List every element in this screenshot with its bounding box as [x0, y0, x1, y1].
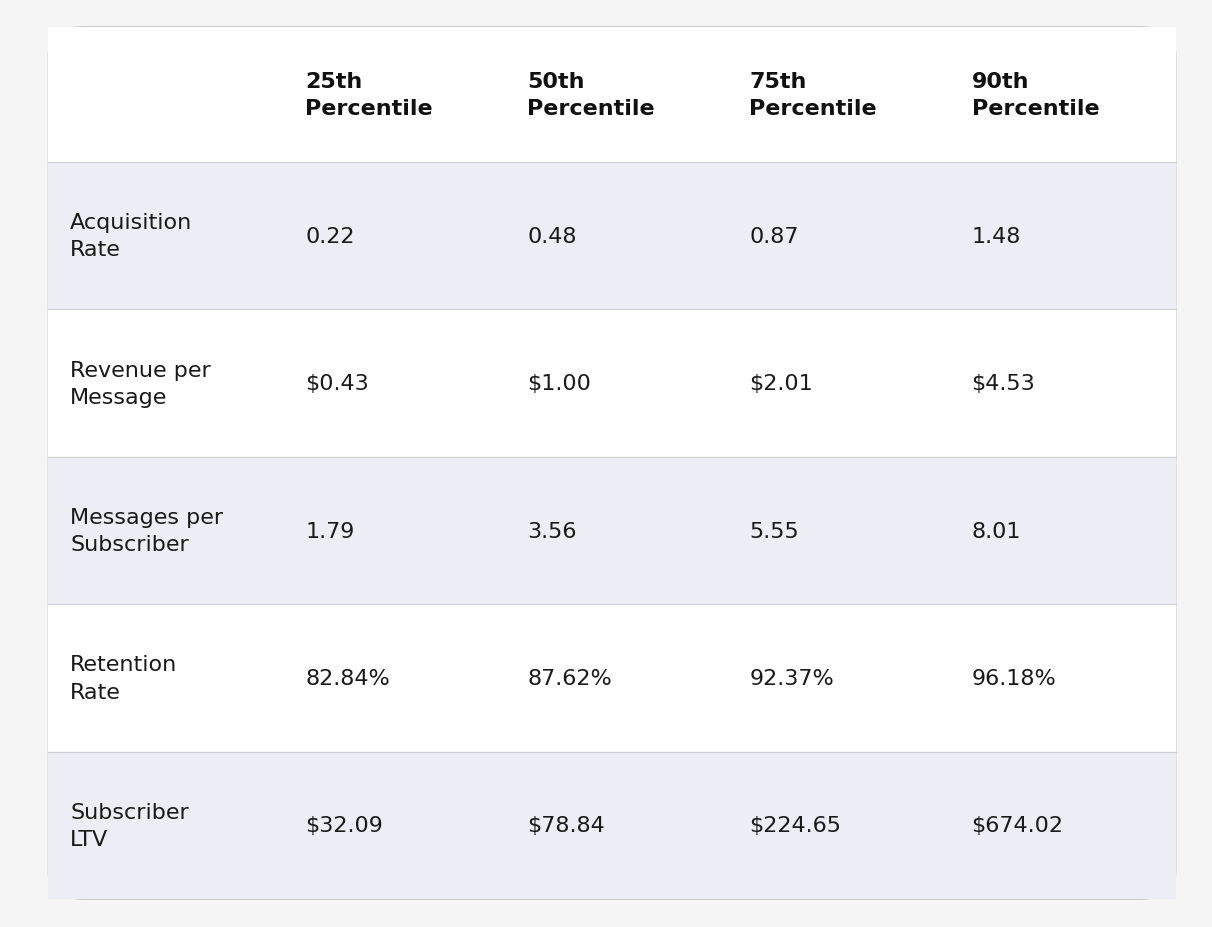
Text: 0.22: 0.22	[305, 226, 355, 247]
Text: 1.79: 1.79	[305, 521, 355, 541]
Text: 87.62%: 87.62%	[527, 668, 612, 688]
Text: $674.02: $674.02	[972, 816, 1063, 835]
Bar	[48, 457, 1176, 604]
Text: Retention
Rate: Retention Rate	[70, 654, 177, 702]
FancyBboxPatch shape	[48, 28, 1176, 899]
Text: $32.09: $32.09	[305, 816, 383, 835]
Text: Revenue per
Message: Revenue per Message	[70, 361, 211, 407]
Text: 90th
Percentile: 90th Percentile	[972, 71, 1099, 119]
Text: 8.01: 8.01	[972, 521, 1021, 541]
Text: 96.18%: 96.18%	[972, 668, 1057, 688]
Bar	[48, 28, 1176, 163]
Text: 82.84%: 82.84%	[305, 668, 390, 688]
Bar	[48, 752, 1176, 899]
Text: $0.43: $0.43	[305, 374, 370, 394]
Bar	[48, 604, 1176, 752]
Text: $4.53: $4.53	[972, 374, 1035, 394]
Bar	[48, 311, 1176, 457]
Text: $224.65: $224.65	[749, 816, 841, 835]
Text: $1.00: $1.00	[527, 374, 591, 394]
Text: 0.48: 0.48	[527, 226, 577, 247]
Text: 25th
Percentile: 25th Percentile	[305, 71, 433, 119]
Text: 0.87: 0.87	[749, 226, 799, 247]
Text: 50th
Percentile: 50th Percentile	[527, 71, 654, 119]
Text: Messages per
Subscriber: Messages per Subscriber	[70, 507, 223, 554]
Text: Subscriber
LTV: Subscriber LTV	[70, 802, 189, 849]
Text: 92.37%: 92.37%	[749, 668, 834, 688]
Text: 75th
Percentile: 75th Percentile	[749, 71, 877, 119]
Text: $78.84: $78.84	[527, 816, 605, 835]
Bar	[48, 163, 1176, 311]
Text: 3.56: 3.56	[527, 521, 577, 541]
Text: 5.55: 5.55	[749, 521, 799, 541]
Text: 1.48: 1.48	[972, 226, 1021, 247]
Text: Acquisition
Rate: Acquisition Rate	[70, 213, 193, 260]
Text: $2.01: $2.01	[749, 374, 813, 394]
